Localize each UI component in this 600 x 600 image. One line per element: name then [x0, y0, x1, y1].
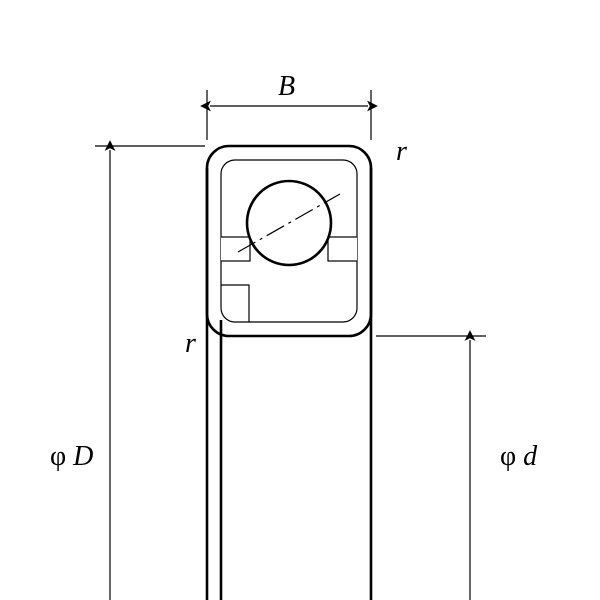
label-d: φ d [500, 441, 538, 472]
dimension-D [95, 146, 205, 600]
bearing-cross-section-diagram: B φ D φ d r r [0, 0, 600, 600]
label-D: φ D [50, 441, 93, 472]
dimension-d [376, 336, 486, 600]
bearing-body [207, 146, 371, 336]
label-r-upper: r [396, 136, 407, 167]
label-B: B [278, 71, 295, 102]
label-r-lower: r [185, 328, 196, 359]
